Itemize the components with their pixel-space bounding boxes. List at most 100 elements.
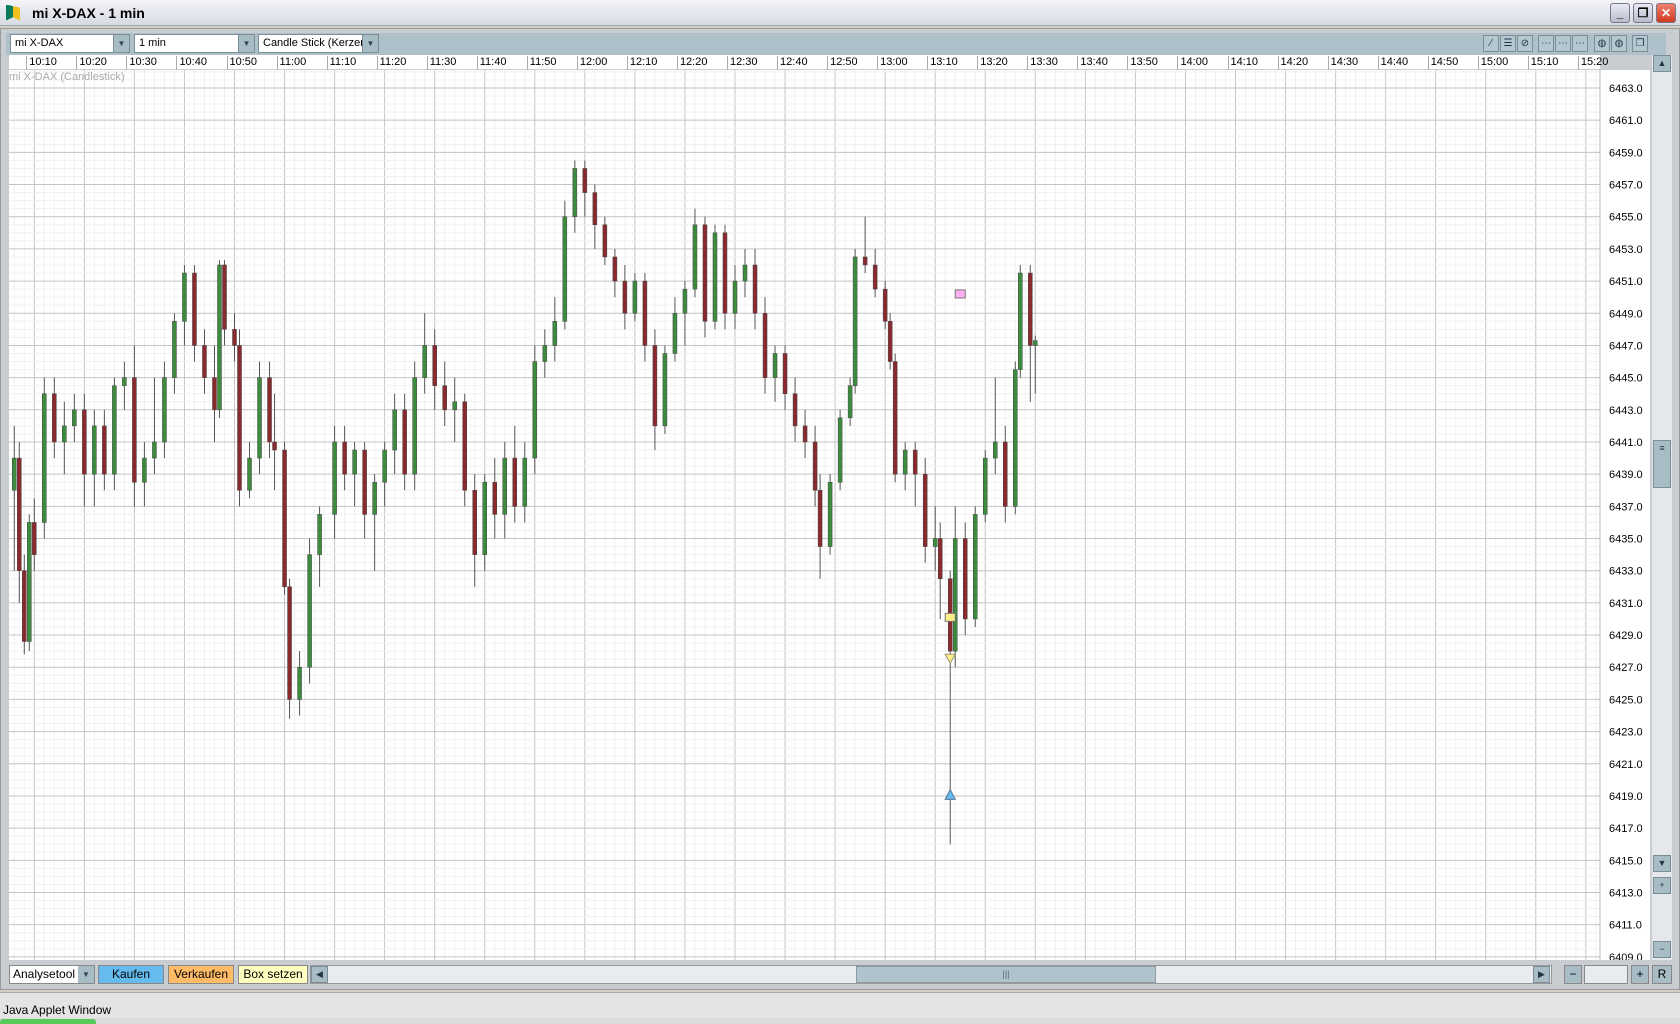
- zoom-out-button[interactable]: −: [1564, 965, 1582, 984]
- candle-up: [852, 256, 858, 386]
- title-bar: mi X-DAX - 1 min _ ❐ ✕: [0, 0, 1680, 26]
- zoom-out-icon[interactable]: −: [1653, 941, 1671, 958]
- series-label: mi X-DAX (Candlestick): [9, 71, 125, 83]
- candle-down: [642, 280, 648, 346]
- chevron-down-icon[interactable]: ▼: [78, 966, 94, 983]
- candle-down: [362, 449, 367, 515]
- candle-up: [902, 449, 908, 475]
- candle-down: [962, 538, 968, 620]
- scroll-left-icon[interactable]: ◀: [311, 966, 328, 983]
- chart-type-select[interactable]: Candle Stick (Kerzen ▼: [258, 34, 379, 53]
- candle-down: [52, 393, 57, 443]
- circle-icon-1[interactable]: ◍: [1594, 35, 1610, 52]
- x-tick-label: 13:20: [977, 56, 1008, 70]
- candle-down: [817, 490, 823, 547]
- interval-select[interactable]: 1 min ▼: [134, 34, 255, 53]
- candle-down: [32, 522, 37, 555]
- zoom-slider[interactable]: [1584, 965, 1628, 984]
- app-logo-icon: [6, 4, 20, 21]
- candle-up: [502, 457, 508, 515]
- candle-up: [932, 538, 938, 547]
- chart-svg[interactable]: 6463.0 6461.0 6459.0 6457.0 6455.0 6453.0 6451…: [9, 70, 1650, 960]
- candle-down: [762, 313, 768, 378]
- symbol-select[interactable]: mi X-DAX ▼: [10, 34, 130, 53]
- minimize-button[interactable]: _: [1610, 3, 1630, 23]
- candle-down: [812, 441, 818, 491]
- y-tick-label: 6425.0: [1609, 694, 1643, 706]
- order-box-marker: [944, 612, 956, 622]
- candle-up: [72, 409, 77, 427]
- horizontal-lines-icon[interactable]: ☰: [1500, 35, 1516, 52]
- y-tick-label: 6419.0: [1609, 791, 1643, 803]
- analysis-tool-value: Analysetool: [13, 967, 76, 981]
- candle-down: [102, 425, 107, 475]
- chevron-down-icon[interactable]: ▼: [113, 35, 129, 52]
- close-button[interactable]: ✕: [1656, 3, 1676, 23]
- chevron-down-icon[interactable]: ▼: [238, 35, 254, 52]
- candle-up: [572, 168, 578, 217]
- zoom-in-button[interactable]: +: [1631, 965, 1649, 984]
- y-tick-label: 6415.0: [1609, 855, 1643, 867]
- candle-down: [722, 232, 728, 314]
- candle-up: [122, 377, 127, 386]
- x-tick-label: 14:40: [1377, 56, 1408, 70]
- detach-window-icon[interactable]: ❐: [1632, 35, 1648, 52]
- disabled-tool-icon[interactable]: ⊘: [1517, 35, 1533, 52]
- analysis-tool-select[interactable]: Analysetool ▼: [9, 965, 95, 984]
- candle-up: [452, 401, 457, 411]
- candle-up: [257, 377, 262, 459]
- time-axis: 10:10 10:20 10:30 10:40 10:50 11:00 11:10 11:20…: [9, 55, 1608, 70]
- vertical-scrollbar[interactable]: ▲ ≡ ▼ + −: [1652, 55, 1672, 960]
- x-tick-label: 11:40: [476, 56, 506, 70]
- candle-down: [792, 393, 798, 427]
- candle-down: [222, 264, 227, 330]
- grid-3-icon[interactable]: ⋯: [1572, 35, 1588, 52]
- candle-up: [522, 457, 528, 507]
- x-tick-label: 14:00: [1177, 56, 1208, 70]
- candle-up: [952, 538, 958, 652]
- horizontal-scrollbar[interactable]: ◀ ||| ▶: [310, 965, 1552, 984]
- scroll-thumb[interactable]: |||: [856, 966, 1156, 983]
- y-tick-label: 6433.0: [1609, 566, 1643, 578]
- y-tick-label: 6459.0: [1609, 147, 1643, 159]
- candle-down: [887, 321, 893, 362]
- buy-button[interactable]: Kaufen: [98, 965, 164, 984]
- set-box-button[interactable]: Box setzen: [238, 965, 308, 984]
- status-bar: Java Applet Window: [0, 992, 1680, 1018]
- circle-icon-2[interactable]: ◍: [1611, 35, 1627, 52]
- candle-up: [172, 321, 177, 378]
- candle-down: [592, 192, 598, 226]
- reset-button[interactable]: R: [1652, 965, 1672, 984]
- y-tick-label: 6463.0: [1609, 83, 1643, 95]
- candle-down: [462, 401, 467, 491]
- sell-button[interactable]: Verkaufen: [168, 965, 234, 984]
- restore-button[interactable]: ❐: [1633, 3, 1653, 23]
- zoom-in-icon[interactable]: +: [1653, 877, 1671, 894]
- candle-up: [1033, 340, 1038, 346]
- candle-up: [712, 232, 718, 322]
- grid-1-icon[interactable]: ⋯: [1538, 35, 1554, 52]
- candle-up: [62, 425, 67, 443]
- scroll-thumb[interactable]: ≡: [1653, 440, 1671, 488]
- candle-up: [837, 417, 843, 483]
- scroll-right-icon[interactable]: ▶: [1533, 966, 1550, 983]
- candle-up: [692, 224, 698, 290]
- line-draw-icon[interactable]: ⁄: [1483, 35, 1499, 52]
- x-tick-label: 11:20: [376, 56, 406, 70]
- x-tick-label: 12:20: [676, 56, 707, 70]
- candle-down: [342, 441, 347, 475]
- candle-down: [287, 586, 292, 700]
- candlestick-chart[interactable]: 6463.0 6461.0 6459.0 6457.0 6455.0 6453.0 6451…: [9, 70, 1650, 960]
- candle-up: [983, 457, 988, 515]
- candle-up: [352, 449, 357, 475]
- scroll-down-icon[interactable]: ▼: [1653, 855, 1671, 872]
- candle-down: [872, 264, 878, 290]
- candle-down: [82, 409, 87, 475]
- grid-2-icon[interactable]: ⋯: [1555, 35, 1571, 52]
- candle-down: [22, 570, 27, 642]
- order-box-marker: [954, 289, 966, 299]
- y-tick-label: 6461.0: [1609, 115, 1643, 127]
- chevron-down-icon[interactable]: ▼: [362, 35, 378, 52]
- scroll-up-icon[interactable]: ▲: [1653, 55, 1671, 72]
- candle-up: [112, 385, 117, 475]
